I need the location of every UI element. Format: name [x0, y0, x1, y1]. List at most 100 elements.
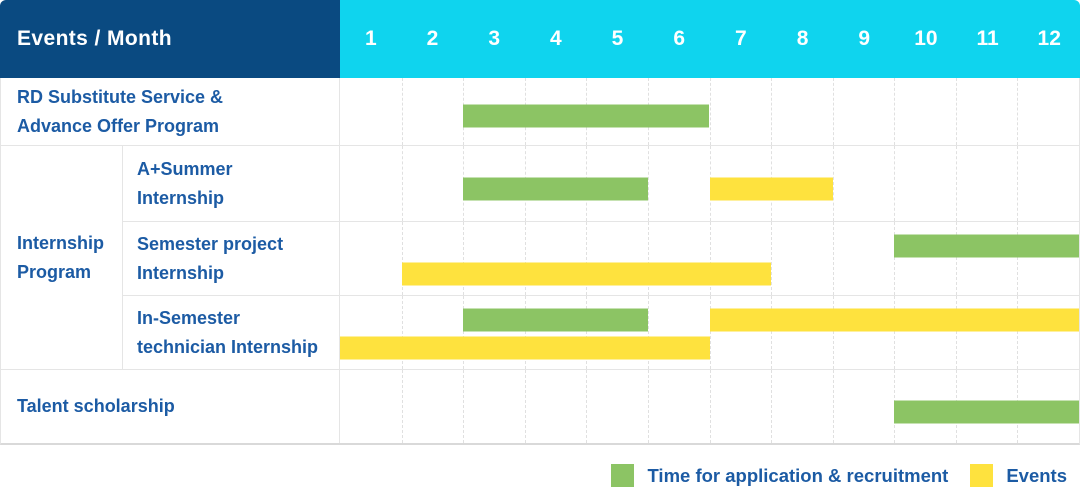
row-label-rd-substitute-service-advance-offer-program-line: RD Substitute Service & — [17, 86, 224, 107]
month-gridline — [524, 296, 526, 369]
month-header-10: 10 — [914, 27, 938, 50]
row-label-rd-substitute-service-advance-offer-program: RD Substitute Service & Advance Offer Pro… — [1, 78, 340, 145]
table-header-row: Events / Month 1 2 3 4 5 6 7 8 9 10 11 12 — [0, 0, 1080, 78]
month-gridline — [955, 296, 957, 369]
events-month-header-label: Events / Month — [17, 27, 172, 50]
legend-item-events: Events — [970, 464, 1067, 487]
month-header-9: 9 — [858, 27, 871, 50]
bar-events-months-7-12 — [709, 308, 1079, 332]
month-gridline — [771, 78, 773, 145]
month-gridline — [524, 222, 526, 295]
bar-application-months-10-12 — [894, 400, 1079, 424]
row-label-rd-substitute-service-advance-offer-program-line: Advance Offer Program — [17, 115, 220, 136]
row-label-semester-project-internship-line: Internship — [137, 262, 225, 283]
row-label-semester-project-internship: Semester project Internship — [123, 222, 340, 295]
table-row-semester-project-internship: Semester project Internship — [123, 221, 1079, 295]
month-gridline — [894, 296, 896, 369]
month-gridline — [401, 78, 403, 145]
month-gridline — [832, 370, 834, 443]
month-gridline — [1017, 222, 1019, 295]
month-gridline — [709, 222, 711, 295]
internship-program-subrows: A+Summer Internship Semester project Intern… — [123, 146, 1079, 369]
month-gridline — [463, 222, 465, 295]
table-row-group-internship-program: Internship Program A+Summer Internship Semes… — [1, 145, 1079, 369]
month-gridline — [771, 222, 773, 295]
bar-application-months-3-5 — [463, 308, 648, 332]
events-month-header-cell: Events / Month — [0, 0, 340, 78]
legend: Time for application & recruitment Event… — [0, 445, 1080, 487]
month-gridline — [832, 222, 834, 295]
chart-cell-talent-scholarship — [340, 370, 1079, 443]
month-gridline — [401, 370, 403, 443]
month-gridline — [647, 370, 649, 443]
group-label-internship-program-line: Program — [17, 261, 92, 282]
row-label-talent-scholarship: Talent scholarship — [1, 370, 340, 443]
legend-swatch-application-icon — [611, 464, 635, 487]
month-gridline — [1017, 146, 1019, 221]
month-gridline — [401, 146, 403, 221]
row-label-semester-project-internship-line: Semester project — [137, 233, 284, 254]
month-header-7: 7 — [735, 27, 747, 50]
bar-events-months-7-8 — [709, 177, 833, 201]
legend-label-events: Events — [1006, 464, 1067, 486]
table-body: RD Substitute Service & Advance Offer Pro… — [0, 78, 1080, 445]
month-gridline — [401, 296, 403, 369]
month-gridline — [1017, 78, 1019, 145]
month-gridline — [586, 296, 588, 369]
month-header-2: 2 — [426, 27, 439, 50]
month-gridline — [771, 296, 773, 369]
month-gridline — [955, 146, 957, 221]
month-gridline — [586, 370, 588, 443]
month-gridline — [832, 146, 834, 221]
row-label-talent-scholarship-line: Talent scholarship — [17, 396, 175, 416]
month-gridline — [647, 296, 649, 369]
legend-label-application: Time for application & recruitment — [647, 464, 949, 486]
table-row-a-summer-internship: A+Summer Internship — [123, 146, 1079, 221]
month-gridline — [709, 370, 711, 443]
month-gridline — [894, 146, 896, 221]
month-header-3: 3 — [488, 27, 501, 50]
row-label-a-summer-internship-line: A+Summer — [137, 158, 233, 179]
month-gridline — [894, 222, 896, 295]
month-header-1: 1 — [364, 27, 377, 50]
month-gridline — [401, 222, 403, 295]
month-gridline — [524, 370, 526, 443]
legend-item-application: Time for application & recruitment — [611, 464, 948, 487]
bar-application-months-3-5 — [463, 177, 648, 201]
month-gridline — [586, 222, 588, 295]
row-label-a-summer-internship-line: Internship — [137, 187, 225, 208]
month-gridline — [463, 370, 465, 443]
bar-events-months-2-7 — [401, 262, 772, 286]
month-gridline — [894, 78, 896, 145]
row-label-in-semester-technician-internship: In-Semester technician Internship — [123, 296, 340, 369]
month-gridline — [647, 222, 649, 295]
month-gridline — [832, 78, 834, 145]
chart-cell-rd-substitute-service-advance-offer-program — [340, 78, 1079, 145]
month-gridline — [647, 146, 649, 221]
row-label-in-semester-technician-internship-line: In-Semester — [137, 307, 241, 328]
bar-application-months-3-6 — [463, 104, 710, 128]
month-header-strip: 1 2 3 4 5 6 7 8 9 10 11 12 — [340, 0, 1080, 78]
table-row-talent-scholarship: Talent scholarship — [1, 369, 1079, 443]
table-row-rd-substitute-service-advance-offer-program: RD Substitute Service & Advance Offer Pro… — [1, 78, 1079, 145]
chart-cell-in-semester-technician-internship — [340, 296, 1079, 369]
group-label-internship-program: Internship Program — [1, 146, 123, 369]
month-gridline — [771, 370, 773, 443]
bar-events-months-1-6 — [340, 336, 710, 360]
month-gridline — [955, 222, 957, 295]
legend-swatch-events-icon — [970, 464, 994, 487]
month-header-11: 11 — [976, 27, 999, 50]
row-label-in-semester-technician-internship-line: technician Internship — [137, 336, 319, 357]
month-gridline — [1017, 296, 1019, 369]
chart-cell-a-summer-internship — [340, 146, 1079, 221]
table-row-in-semester-technician-internship: In-Semester technician Internship — [123, 295, 1079, 369]
month-gridline — [955, 78, 957, 145]
month-gridline — [832, 296, 834, 369]
month-header-4: 4 — [550, 27, 562, 50]
month-header-6: 6 — [673, 27, 686, 50]
month-header-8: 8 — [796, 27, 809, 50]
row-label-a-summer-internship: A+Summer Internship — [123, 146, 340, 221]
month-header-5: 5 — [611, 27, 624, 50]
month-gridline — [709, 296, 711, 369]
